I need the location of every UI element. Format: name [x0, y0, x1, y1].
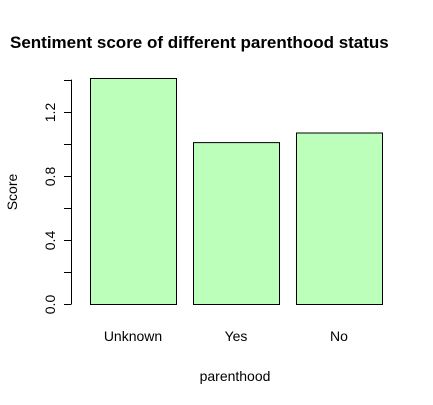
bar-unknown: [90, 78, 177, 305]
bar-no: [296, 132, 383, 305]
y-tick-label: 1.2: [42, 103, 58, 123]
y-axis: 0.0 0.4 0.8 1.2: [42, 79, 72, 315]
bars-group: [90, 78, 383, 305]
x-axis-label: parenthood: [200, 368, 271, 384]
chart-title: Sentiment score of different parenthood …: [10, 33, 389, 52]
x-tick-label: No: [330, 328, 348, 344]
y-axis-label: Score: [4, 174, 20, 211]
y-tick-label: 0.8: [42, 167, 58, 187]
x-tick-label: Unknown: [104, 328, 162, 344]
bar-yes: [193, 142, 280, 305]
y-tick-label: 0.0: [42, 295, 58, 315]
x-tick-labels: Unknown Yes No: [104, 328, 348, 344]
x-tick-label: Yes: [225, 328, 248, 344]
y-tick-label: 0.4: [42, 231, 58, 251]
